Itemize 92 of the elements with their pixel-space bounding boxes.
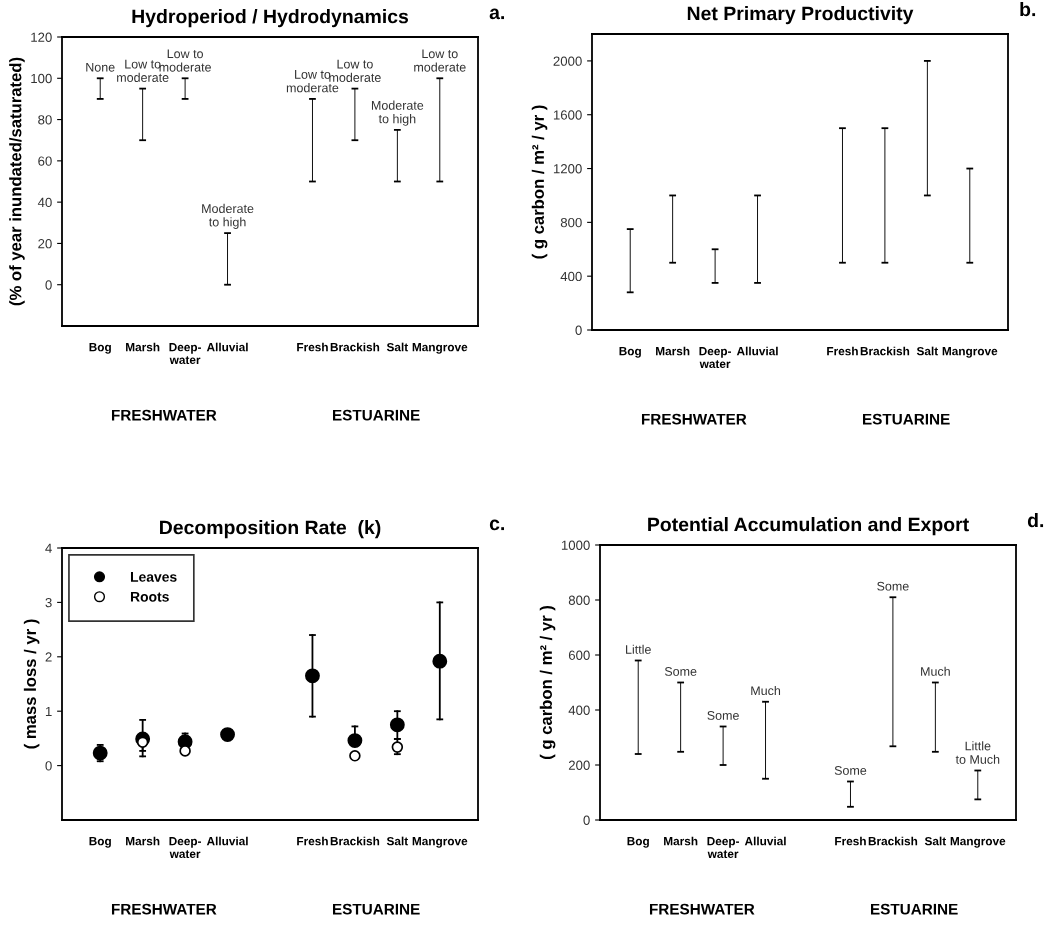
x-tick-label: Marsh (656, 346, 690, 356)
x-tick-label: Marsh (126, 342, 160, 352)
x-tick-label: Mangrove (412, 343, 468, 354)
annotation: Low to moderate (414, 49, 466, 72)
text: FRESHWATER (649, 903, 755, 915)
annotation: Moderate to high (202, 203, 254, 229)
y-tick-label: 0 (583, 815, 590, 825)
x-tick-label: Brackish (330, 836, 380, 846)
x-tick-label: Deep- water (169, 343, 202, 365)
chart-title: Net Primary Productivity (687, 6, 914, 25)
annotation: Moderate to high (371, 100, 424, 126)
text: d. (1027, 512, 1044, 528)
y-tick-label: 4 (45, 543, 52, 553)
x-tick-label: Alluvial (206, 342, 248, 352)
text: ESTUARINE (863, 413, 950, 425)
legend-label: Roots (130, 592, 169, 602)
text: c. (489, 519, 504, 531)
x-tick-label: Mangrove (942, 347, 998, 358)
y-tick-label: 60 (38, 156, 52, 166)
y-tick-label: 80 (38, 115, 52, 125)
annotation: Some (877, 581, 909, 591)
x-tick-label: Bog (627, 837, 649, 848)
y-tick-label: 3 (45, 597, 52, 608)
y-axis-title: ( mass loss / yr ) (23, 619, 40, 749)
x-tick-label: Alluvial (206, 836, 248, 846)
x-tick-label: Fresh (835, 836, 866, 846)
annotation: Little (626, 644, 651, 654)
annotation: Little to Much (955, 741, 1000, 764)
y-tick-label: 2 (45, 652, 52, 662)
annotation: Low to moderate (159, 49, 211, 72)
annotation: Some (664, 667, 697, 676)
x-tick-label: Marsh (126, 836, 160, 846)
x-tick-label: Salt (916, 346, 939, 356)
y-axis-title: ( g carbon / m² / yr ) (539, 606, 556, 759)
y-tick-label: 2000 (553, 56, 582, 66)
x-tick-label: Bog (619, 347, 641, 358)
text: ESTUARINE (871, 903, 958, 915)
x-tick-label: Deep- water (707, 837, 740, 859)
annotation: Much (921, 666, 950, 676)
text: FRESHWATER (111, 903, 217, 915)
y-tick-label: 20 (38, 239, 52, 249)
text: ESTUARINE (333, 903, 420, 915)
y-tick-label: 800 (560, 217, 582, 228)
text: b. (1020, 1, 1036, 17)
chart-title: Potential Accumulation and Export (648, 517, 969, 536)
chart-title: Decomposition Rate (k) (160, 520, 381, 539)
x-tick-label: Salt (386, 836, 409, 846)
x-tick-label: Alluvial (744, 836, 786, 846)
annotation: Much (751, 685, 781, 696)
annotation: Some (834, 766, 867, 775)
y-tick-label: 400 (560, 271, 582, 282)
chart-title: Hydroperiod / Hydrodynamics (132, 9, 409, 28)
y-tick-label: 0 (575, 325, 582, 335)
y-tick-label: 1200 (553, 164, 582, 174)
x-tick-label: Fresh (297, 836, 328, 846)
text: ESTUARINE (333, 409, 420, 421)
y-tick-label: 1 (45, 706, 52, 716)
text: FRESHWATER (641, 413, 747, 425)
x-tick-label: Deep- water (699, 347, 732, 369)
x-tick-label: Bog (89, 837, 111, 848)
x-tick-label: Fresh (827, 346, 858, 356)
y-tick-label: 0 (45, 761, 52, 771)
y-tick-label: 100 (31, 73, 52, 84)
x-tick-label: Mangrove (412, 837, 468, 848)
x-tick-label: Bog (89, 343, 111, 354)
text: FRESHWATER (111, 409, 217, 421)
y-tick-label: 800 (568, 595, 590, 605)
y-axis-title: (% of year inundated/saturated) (9, 57, 25, 306)
annotation: Some (707, 711, 739, 720)
y-tick-label: 1600 (553, 110, 582, 120)
annotation: None (86, 62, 115, 72)
x-tick-label: Brackish (330, 342, 380, 352)
y-tick-label: 600 (568, 650, 590, 660)
annotation: Low to moderate (329, 59, 381, 82)
x-tick-label: Brackish (868, 836, 918, 846)
y-tick-label: 200 (568, 760, 590, 770)
x-tick-label: Marsh (664, 836, 698, 846)
x-tick-label: Salt (924, 836, 947, 846)
x-tick-label: Salt (386, 342, 409, 352)
text: a. (489, 8, 504, 20)
x-tick-label: Deep- water (169, 837, 202, 859)
y-tick-label: 400 (568, 705, 590, 715)
x-tick-label: Fresh (297, 342, 328, 352)
y-tick-label: 40 (37, 197, 52, 208)
y-tick-label: 120 (31, 32, 52, 42)
y-tick-label: 1000 (561, 540, 590, 550)
x-tick-label: Alluvial (736, 346, 778, 356)
x-tick-label: Mangrove (950, 837, 1006, 848)
x-tick-label: Brackish (860, 346, 910, 356)
legend-label: Leaves (130, 572, 177, 582)
y-axis-title: ( g carbon / m² / yr ) (531, 105, 548, 259)
y-tick-label: 0 (45, 280, 52, 290)
